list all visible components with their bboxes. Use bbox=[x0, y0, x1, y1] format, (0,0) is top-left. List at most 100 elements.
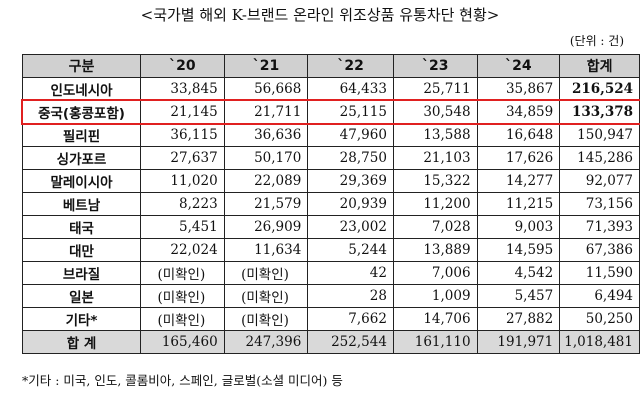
table-row: 태국 5,451 26,909 23,002 7,028 9,003 71,393 bbox=[21, 215, 640, 239]
table-row: 브라질 (미확인) (미확인) 42 7,006 4,542 11,590 bbox=[21, 261, 640, 285]
cell: 14,595 bbox=[476, 238, 561, 262]
cell: 16,648 bbox=[476, 123, 561, 147]
cell: 4,542 bbox=[476, 261, 561, 285]
cell: 17,626 bbox=[476, 146, 561, 170]
cell: 28 bbox=[307, 284, 394, 308]
cell: 47,960 bbox=[307, 123, 394, 147]
cell: 15,322 bbox=[392, 169, 478, 193]
row-label: 중국(홍콩포함) bbox=[21, 100, 142, 124]
cell: 13,889 bbox=[392, 238, 478, 262]
cell: 21,579 bbox=[223, 192, 309, 216]
cell: 73,156 bbox=[559, 192, 640, 216]
cell: 21,711 bbox=[223, 100, 309, 124]
cell: 36,115 bbox=[140, 123, 225, 147]
cell: 252,544 bbox=[307, 330, 394, 354]
cell: 7,006 bbox=[392, 261, 478, 285]
table-row: 대만 22,024 11,634 5,244 13,889 14,595 67,386 bbox=[21, 238, 640, 262]
cell: 29,369 bbox=[307, 169, 394, 193]
row-label: 베트남 bbox=[21, 192, 142, 216]
footnote: *기타 : 미국, 인도, 콜롬비아, 스페인, 글로벌(소셜 미디어) 등 bbox=[22, 373, 343, 388]
cell: 145,286 bbox=[559, 146, 640, 170]
cell: (미확인) bbox=[140, 284, 225, 308]
table-row: 베트남 8,223 21,579 20,939 11,200 11,215 73,156 bbox=[21, 192, 640, 216]
cell: 25,711 bbox=[392, 77, 478, 101]
cell: 71,393 bbox=[559, 215, 640, 239]
header-cell: `20 bbox=[140, 54, 225, 78]
cell: 5,457 bbox=[476, 284, 561, 308]
header-cell: 구분 bbox=[21, 54, 142, 78]
total-row: 합 계 165,460 247,396 252,544 161,110 191,971 1,… bbox=[21, 330, 640, 354]
row-label: 싱가포르 bbox=[21, 146, 142, 170]
cell: 191,971 bbox=[476, 330, 561, 354]
cell: 22,024 bbox=[140, 238, 225, 262]
row-label: 대만 bbox=[21, 238, 142, 262]
header-cell: `23 bbox=[392, 54, 478, 78]
cell: (미확인) bbox=[140, 307, 225, 331]
header-cell: `22 bbox=[307, 54, 394, 78]
table-row: 인도네시아 33,845 56,668 64,433 25,711 35,867 216,5… bbox=[21, 77, 640, 101]
cell: 21,145 bbox=[140, 100, 225, 124]
cell: 33,845 bbox=[140, 77, 225, 101]
row-label: 필리핀 bbox=[21, 123, 142, 147]
cell: 247,396 bbox=[223, 330, 309, 354]
row-label: 인도네시아 bbox=[21, 77, 142, 101]
cell: 26,909 bbox=[223, 215, 309, 239]
cell: (미확인) bbox=[223, 284, 309, 308]
table-row: 필리핀 36,115 36,636 47,960 13,588 16,648 150,947 bbox=[21, 123, 640, 147]
title: <국가별 해외 K-브랜드 온라인 위조상품 유통차단 현황> bbox=[140, 6, 500, 24]
cell: 14,277 bbox=[476, 169, 561, 193]
cell: 6,494 bbox=[559, 284, 640, 308]
cell: 165,460 bbox=[140, 330, 225, 354]
header-cell: 합계 bbox=[559, 54, 640, 78]
data-table: 구분 `20 `21 `22 `23 `24 합계 인도네시아 33,845 56,668 64,… bbox=[21, 54, 640, 354]
header-cell: `21 bbox=[223, 54, 309, 78]
cell: 9,003 bbox=[476, 215, 561, 239]
cell: 21,103 bbox=[392, 146, 478, 170]
cell: 7,028 bbox=[392, 215, 478, 239]
cell: 22,089 bbox=[223, 169, 309, 193]
cell: 161,110 bbox=[392, 330, 478, 354]
cell: 133,378 bbox=[559, 100, 640, 124]
table-row: 일본 (미확인) (미확인) 28 1,009 5,457 6,494 bbox=[21, 284, 640, 308]
row-label: 일본 bbox=[21, 284, 142, 308]
row-label: 기타* bbox=[21, 307, 142, 331]
cell: 23,002 bbox=[307, 215, 394, 239]
cell: 67,386 bbox=[559, 238, 640, 262]
cell: 8,223 bbox=[140, 192, 225, 216]
cell: 5,451 bbox=[140, 215, 225, 239]
table-row: 싱가포르 27,637 50,170 28,750 21,103 17,626 145,28… bbox=[21, 146, 640, 170]
cell: 30,548 bbox=[392, 100, 478, 124]
cell: 11,634 bbox=[223, 238, 309, 262]
cell: (미확인) bbox=[223, 261, 309, 285]
cell: 150,947 bbox=[559, 123, 640, 147]
cell: 27,637 bbox=[140, 146, 225, 170]
cell: 11,200 bbox=[392, 192, 478, 216]
table-body: 인도네시아 33,845 56,668 64,433 25,711 35,867 216,5… bbox=[21, 77, 640, 354]
cell: 1,018,481 bbox=[559, 330, 640, 354]
cell: 11,020 bbox=[140, 169, 225, 193]
table-row: 중국(홍콩포함) 21,145 21,711 25,115 30,548 34,859 13… bbox=[21, 100, 640, 124]
row-label: 말레이시아 bbox=[21, 169, 142, 193]
cell: 11,590 bbox=[559, 261, 640, 285]
cell: 92,077 bbox=[559, 169, 640, 193]
cell: 42 bbox=[307, 261, 394, 285]
cell: 20,939 bbox=[307, 192, 394, 216]
row-label: 태국 bbox=[21, 215, 142, 239]
cell: 64,433 bbox=[307, 77, 394, 101]
cell: 35,867 bbox=[476, 77, 561, 101]
unit-note: (단위 : 건) bbox=[569, 34, 624, 48]
table-row: 기타* (미확인) (미확인) 7,662 14,706 27,882 50,250 bbox=[21, 307, 640, 331]
cell: 28,750 bbox=[307, 146, 394, 170]
cell: 5,244 bbox=[307, 238, 394, 262]
cell: 25,115 bbox=[307, 100, 394, 124]
row-label: 브라질 bbox=[21, 261, 142, 285]
cell: (미확인) bbox=[140, 261, 225, 285]
cell: 11,215 bbox=[476, 192, 561, 216]
cell: 14,706 bbox=[392, 307, 478, 331]
cell: 7,662 bbox=[307, 307, 394, 331]
cell: 36,636 bbox=[223, 123, 309, 147]
cell: 50,170 bbox=[223, 146, 309, 170]
table-row: 말레이시아 11,020 22,089 29,369 15,322 14,277 92,07… bbox=[21, 169, 640, 193]
cell: 34,859 bbox=[476, 100, 561, 124]
header-row: 구분 `20 `21 `22 `23 `24 합계 bbox=[21, 54, 640, 78]
